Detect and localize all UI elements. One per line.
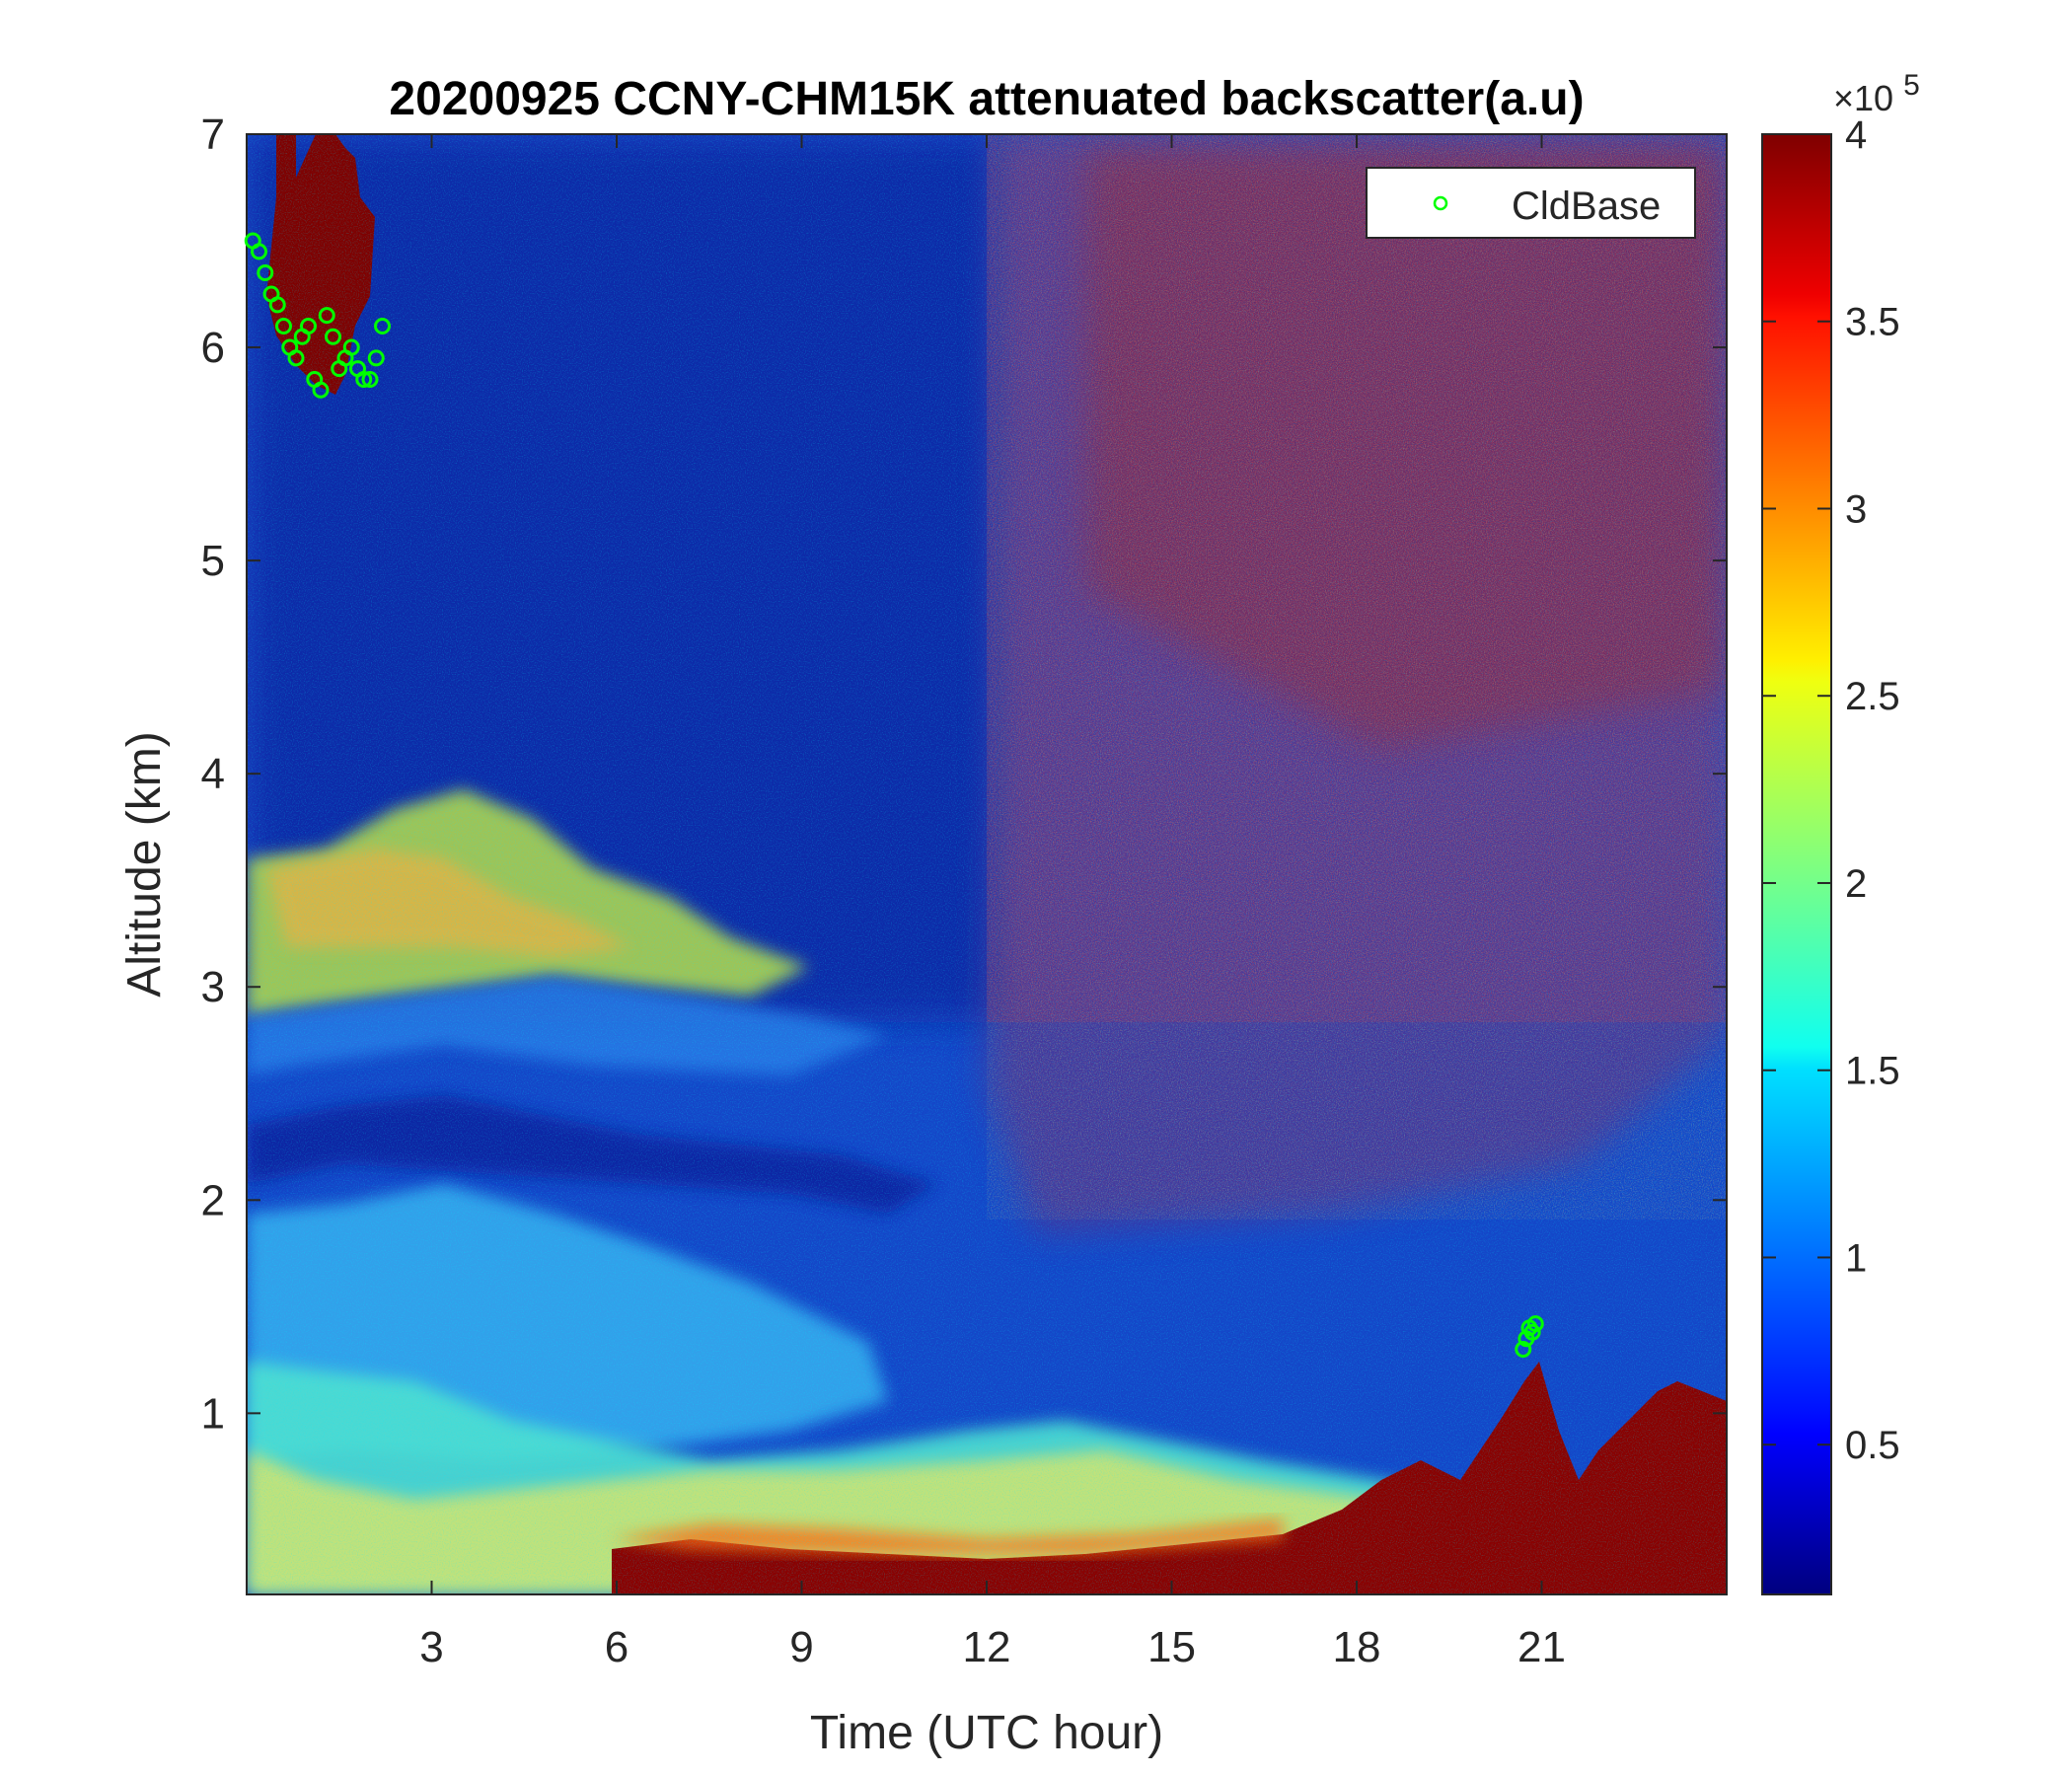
y-tick-label: 6 [201, 324, 225, 372]
legend-marker-icon [1433, 195, 1448, 211]
heatmap-image [247, 134, 1727, 1594]
colorbar-frame [1761, 133, 1832, 1595]
colorbar: 0.5 1 1.5 2 2.5 3 3.5 4 ×10 5 [1761, 69, 1920, 1595]
colorbar-tick-label: 1.5 [1845, 1050, 1900, 1093]
colorbar-ticks: 0.5 1 1.5 2 2.5 3 3.5 4 [1762, 113, 1900, 1467]
cldbase-point [367, 349, 385, 367]
y-tick-label: 3 [201, 963, 225, 1011]
legend-entry-cldbase: CldBase [1512, 185, 1661, 228]
cldbase-point [325, 328, 341, 345]
cldbase-point [300, 317, 317, 334]
cldbase-point [257, 263, 274, 281]
x-axis-label: Time (UTC hour) [810, 1707, 1163, 1759]
cldbase-point [361, 370, 379, 388]
chart-title: 20200925 CCNY-CHM15K attenuated backscat… [389, 73, 1584, 125]
y-tick-label: 2 [201, 1176, 225, 1224]
x-tick-label: 9 [789, 1623, 813, 1671]
y-tick-label: 1 [201, 1389, 225, 1438]
x-tick-label: 6 [605, 1623, 629, 1671]
cldbase-point [1523, 1323, 1541, 1341]
legend-box [1366, 167, 1696, 239]
x-tick-label: 21 [1517, 1623, 1566, 1671]
y-tick-label: 5 [201, 537, 225, 585]
cldbase-point [342, 338, 360, 356]
cldbase-point [355, 370, 373, 388]
colorbar-tick-label: 3 [1845, 487, 1867, 531]
cldbase-point [1526, 1315, 1544, 1333]
colorbar-exponent: ×10 5 [1833, 69, 1920, 118]
x-tick-label: 12 [963, 1623, 1011, 1671]
y-axis-label: Altitude (km) [118, 731, 171, 997]
cldbase-point [287, 349, 305, 367]
cldbase-point [275, 317, 292, 334]
legend: CldBase [1366, 167, 1696, 239]
colorbar-tick-label: 2 [1845, 862, 1867, 906]
heatmap-noise-red [987, 134, 1727, 1022]
cldbase-point [318, 307, 335, 325]
y-tick-label: 4 [201, 750, 225, 798]
colorbar-gradient [1762, 134, 1831, 1594]
colorbar-tick-label: 1 [1845, 1236, 1867, 1280]
x-tick-label: 15 [1147, 1623, 1196, 1671]
colorbar-tick-label: 3.5 [1845, 301, 1900, 344]
x-tick-label: 18 [1333, 1623, 1381, 1671]
y-tick-label: 7 [201, 111, 225, 159]
colorbar-tick-label: 0.5 [1845, 1424, 1900, 1467]
colorbar-tick-label: 2.5 [1845, 675, 1900, 718]
colorbar-exponent-base: ×10 [1833, 78, 1893, 118]
cldbase-point [251, 243, 267, 260]
colorbar-exponent-power: 5 [1903, 69, 1920, 102]
colorbar-tick-label: 4 [1845, 113, 1867, 157]
cldbase-point [1515, 1341, 1532, 1359]
x-tick-label: 3 [419, 1623, 443, 1671]
cldbase-point [312, 381, 330, 399]
cldbase-series [244, 232, 1544, 1359]
cldbase-point [374, 317, 391, 334]
cldbase-point [268, 296, 286, 314]
